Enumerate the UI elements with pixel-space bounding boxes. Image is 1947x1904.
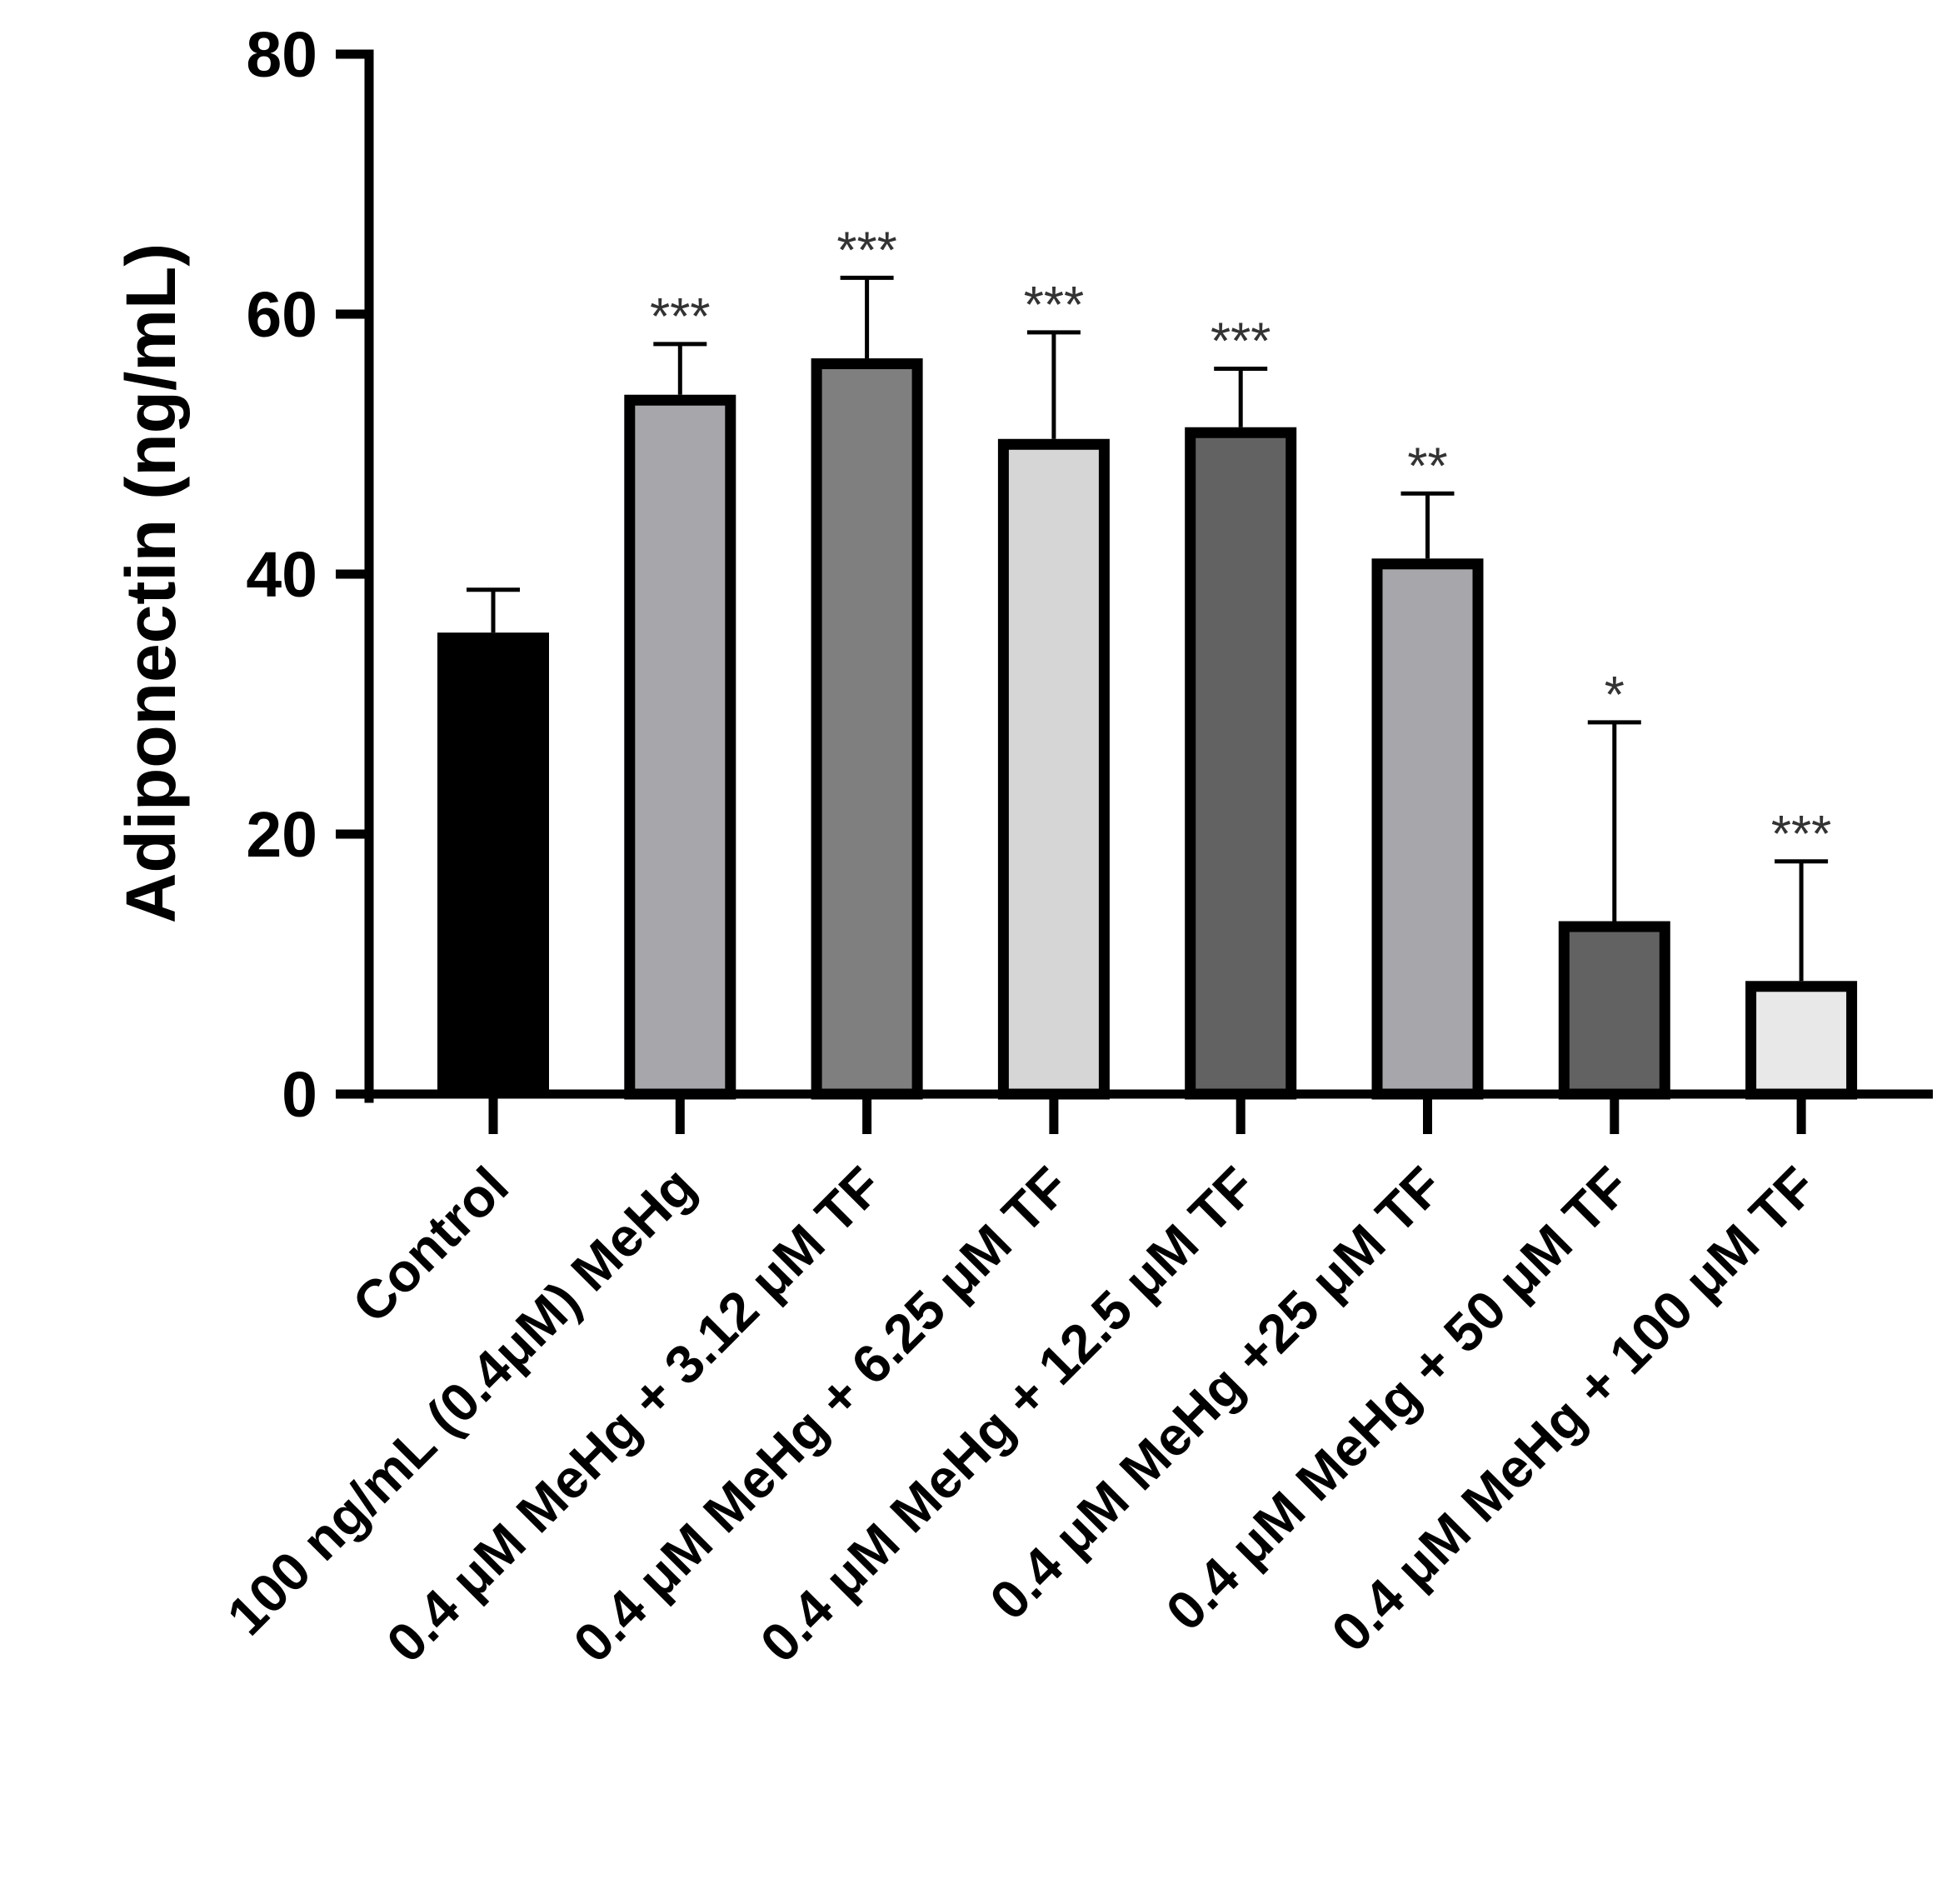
bar-fill-0 — [437, 632, 549, 1094]
bar-3 — [997, 438, 1110, 1100]
significance-4: *** — [1211, 313, 1271, 371]
significance-3: *** — [1024, 277, 1084, 334]
significance-5: ** — [1407, 437, 1447, 495]
bar-4 — [1185, 427, 1297, 1100]
y-axis-title: Adiponectin (ng/mL) — [112, 243, 190, 924]
y-tick-label-40: 40 — [246, 539, 317, 611]
significance-2: *** — [836, 222, 896, 279]
significance-6: * — [1605, 667, 1625, 724]
bar-1 — [624, 394, 736, 1100]
significance-group: ****************** — [650, 222, 1831, 862]
y-tick-label-20: 20 — [246, 799, 317, 871]
y-tick-label-60: 60 — [246, 279, 317, 351]
x-label-0: Control — [341, 1155, 520, 1334]
y-tick-label-0: 0 — [282, 1059, 317, 1131]
significance-1: *** — [650, 288, 710, 346]
significance-7: *** — [1771, 806, 1831, 863]
x-axis-ticks — [488, 1094, 1806, 1134]
y-axis-title-group: Adiponectin (ng/mL) — [112, 243, 190, 924]
bar-7 — [1745, 981, 1858, 1100]
bar-6 — [1558, 921, 1670, 1100]
bar-2 — [811, 358, 923, 1100]
y-axis-ticks: 0 20 40 60 80 — [246, 19, 369, 1131]
error-bars-group — [467, 275, 1829, 982]
bar-5 — [1371, 558, 1484, 1100]
bars-group — [437, 358, 1858, 1100]
y-tick-label-80: 80 — [246, 19, 317, 91]
